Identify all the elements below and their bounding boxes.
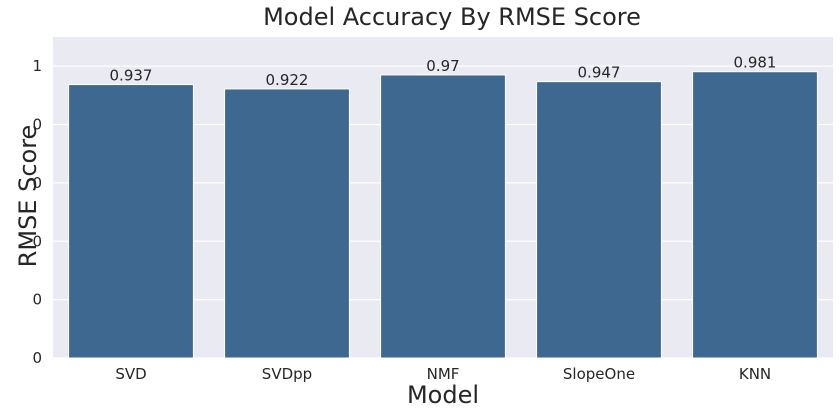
x-tick-label: SVDpp [262,365,312,383]
bar-value-label: 0.922 [266,71,309,89]
x-tick-label: NMF [427,365,460,383]
y-tick-label: 0 [32,232,42,250]
bar-value-label: 0.947 [578,64,621,82]
y-axis-label: RMSE Score [14,125,42,268]
bar [380,74,506,359]
bar [68,84,194,359]
y-tick-label: 0 [32,116,42,134]
bar-value-label: 0.97 [426,57,459,75]
y-tick-label: 0 [32,291,42,309]
bars [68,71,818,359]
y-axis-ticks: 0 0 0 0 0 1 [32,57,42,367]
y-tick-label: 0 [32,174,42,192]
bar [224,88,350,359]
bar-value-label: 0.981 [734,54,777,72]
bar [692,71,818,359]
y-tick-label: 1 [32,57,42,75]
x-axis-ticks: SVD SVDpp NMF SlopeOne KNN [115,365,771,383]
data-labels: 0.937 0.922 0.97 0.947 0.981 [110,54,777,89]
x-tick-label: SVD [115,365,146,383]
bar [536,81,662,359]
y-tick-label: 0 [32,349,42,367]
bar-value-label: 0.937 [110,67,153,85]
x-axis-label: Model [407,381,479,409]
x-tick-label: SlopeOne [563,365,635,383]
x-tick-label: KNN [739,365,771,383]
chart-title: Model Accuracy By RMSE Score [263,3,641,31]
